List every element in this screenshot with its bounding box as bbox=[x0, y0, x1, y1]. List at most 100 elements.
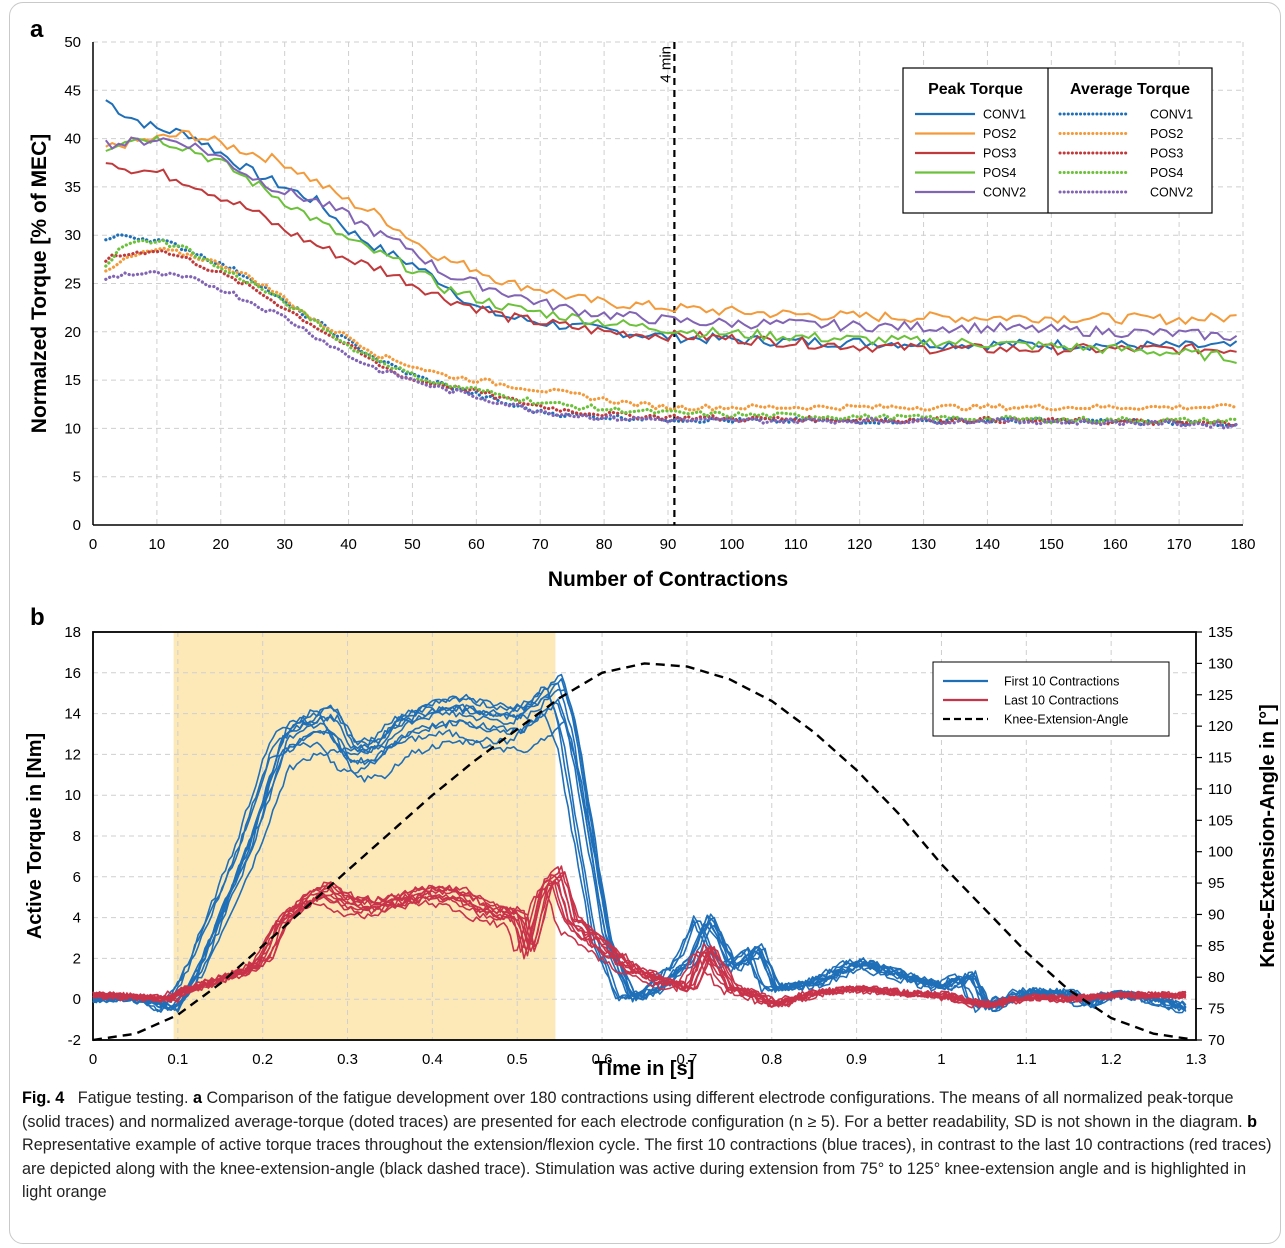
legend-label-average-pos4: POS4 bbox=[1150, 166, 1183, 180]
series-peak-torque-pos2 bbox=[105, 129, 1237, 326]
x-tick-label: 170 bbox=[1167, 536, 1192, 553]
y2-tick-label: 95 bbox=[1208, 875, 1225, 892]
y-tick-label: 18 bbox=[64, 624, 81, 641]
y-tick-label: 4 bbox=[73, 910, 81, 927]
y-tick-label: 2 bbox=[73, 950, 81, 967]
x-tick-label: 180 bbox=[1230, 536, 1255, 553]
y2-tick-label: 90 bbox=[1208, 906, 1225, 923]
series-last-10-contractions-trace bbox=[92, 865, 1187, 1008]
x-tick-label: 60 bbox=[468, 536, 485, 553]
y-tick-label: 40 bbox=[64, 131, 81, 148]
x-tick-label: 160 bbox=[1103, 536, 1128, 553]
x-tick-label: 1.1 bbox=[1016, 1051, 1037, 1068]
y2-tick-label: 135 bbox=[1208, 624, 1233, 641]
x-tick-label: 110 bbox=[784, 536, 808, 553]
x-tick-label: 1.2 bbox=[1101, 1051, 1122, 1068]
y-tick-label: 25 bbox=[64, 276, 81, 293]
x-tick-label: 130 bbox=[911, 536, 936, 553]
x-tick-label: 10 bbox=[149, 536, 166, 553]
series-average-torque-pos2 bbox=[104, 246, 1239, 412]
x-tick-label: 80 bbox=[596, 536, 613, 553]
panel-a-letter: a bbox=[30, 16, 44, 43]
series-average-torque-conv1 bbox=[104, 232, 1239, 428]
x-axis-title: Number of Contractions bbox=[548, 568, 788, 591]
x-tick-label: 0.3 bbox=[337, 1051, 358, 1068]
plot-frame bbox=[92, 631, 1197, 1041]
y-tick-label: 45 bbox=[64, 82, 81, 99]
y-tick-label: 30 bbox=[64, 227, 81, 244]
x-tick-label: 140 bbox=[975, 536, 1000, 553]
legend-label-knee-extension-angle: Knee-Extension-Angle bbox=[1004, 713, 1128, 727]
figure-frame bbox=[9, 2, 1281, 1244]
x-tick-label: 50 bbox=[404, 536, 421, 553]
x-tick-label: 0.7 bbox=[676, 1051, 697, 1068]
panel-b-letter: b bbox=[30, 604, 45, 631]
caption-b-label: b bbox=[1247, 1112, 1257, 1131]
series-knee-extension-angle bbox=[92, 662, 1188, 1042]
x-tick-label: 30 bbox=[276, 536, 293, 553]
legend-average-header: Average Torque bbox=[1070, 81, 1190, 98]
series-peak-torque-conv2 bbox=[105, 136, 1238, 342]
y2-tick-label: 70 bbox=[1208, 1032, 1225, 1049]
legend-label-peak-conv1: CONV1 bbox=[983, 108, 1026, 122]
y-tick-label: 35 bbox=[64, 179, 81, 196]
caption-a-label: a bbox=[192, 1089, 202, 1107]
y2-tick-label: 75 bbox=[1208, 1001, 1225, 1018]
series-average-torque-pos3 bbox=[104, 248, 1239, 429]
x-tick-label: 0 bbox=[89, 1051, 97, 1068]
x-tick-label: 20 bbox=[212, 536, 229, 553]
y2-tick-label: 115 bbox=[1208, 750, 1232, 767]
legend-label-average-conv1: CONV1 bbox=[1150, 108, 1193, 122]
y-axis-title: Normalzed Torque [% of MEC] bbox=[28, 134, 51, 433]
y2-tick-label: 80 bbox=[1208, 969, 1225, 986]
y-tick-label: 12 bbox=[64, 746, 81, 763]
x-tick-label: 0.9 bbox=[846, 1051, 867, 1068]
y-tick-label: 16 bbox=[64, 665, 81, 682]
y-tick-label: 14 bbox=[64, 706, 81, 723]
y-tick-label: 8 bbox=[73, 828, 81, 845]
y2-tick-label: 100 bbox=[1208, 844, 1233, 861]
y-tick-label: 10 bbox=[64, 420, 81, 437]
figure-caption: Fig. 4 Fatigue testing. a Comparison of … bbox=[22, 1087, 1272, 1205]
series-last-10-contractions-trace bbox=[92, 871, 1187, 1008]
y-tick-label: 6 bbox=[73, 869, 81, 886]
y-tick-label: 50 bbox=[64, 34, 81, 51]
caption-fig-label: Fig. 4 bbox=[22, 1089, 65, 1107]
y2-tick-label: 85 bbox=[1208, 938, 1225, 955]
y-tick-label: 0 bbox=[73, 517, 81, 534]
legend-label-peak-pos3: POS3 bbox=[983, 147, 1016, 161]
legend-peak-header: Peak Torque bbox=[928, 81, 1023, 98]
y2-tick-label: 120 bbox=[1208, 718, 1233, 735]
x-tick-label: 1 bbox=[937, 1051, 945, 1068]
x-tick-label: 0.4 bbox=[422, 1051, 443, 1068]
y2-tick-label: 105 bbox=[1208, 812, 1233, 829]
legend-label-average-conv2: CONV2 bbox=[1150, 186, 1193, 200]
x-tick-label: 40 bbox=[340, 536, 357, 553]
y-tick-label: 20 bbox=[64, 324, 81, 341]
legend-label-peak-conv2: CONV2 bbox=[983, 186, 1026, 200]
legend-label-average-pos2: POS2 bbox=[1150, 127, 1183, 141]
x-tick-label: 0.1 bbox=[167, 1051, 188, 1068]
legend-label-last-10-contractions: Last 10 Contractions bbox=[1004, 694, 1119, 708]
y-axis-title: Active Torque in [Nm] bbox=[24, 733, 46, 939]
x-tick-label: 70 bbox=[532, 536, 549, 553]
x-tick-label: 0.6 bbox=[592, 1051, 613, 1068]
series-average-torque-conv2 bbox=[104, 270, 1239, 430]
x-tick-label: 90 bbox=[660, 536, 677, 553]
x-tick-label: 0 bbox=[89, 536, 97, 553]
legend-box bbox=[902, 67, 1213, 214]
four-min-label: 4 min bbox=[657, 46, 674, 83]
x-tick-label: 0.8 bbox=[761, 1051, 782, 1068]
panel-b-chart: 0 0.1 0.2 0.3 0.4 0.5 0.6 0.7 0.8 0.9 1 1.1 1.2 1.3 -2… bbox=[24, 624, 1279, 1080]
y-tick-label: 5 bbox=[73, 469, 81, 486]
x-tick-label: 150 bbox=[1039, 536, 1064, 553]
legend-label-average-pos3: POS3 bbox=[1150, 147, 1183, 161]
y-tick-label: 15 bbox=[64, 372, 81, 389]
x-tick-label: 120 bbox=[847, 536, 872, 553]
legend-label-first-10-contractions: First 10 Contractions bbox=[1004, 675, 1119, 689]
panel-a-chart: 0 10 20 30 40 50 60 70 80 90 100 110 120 130 140 150 160… bbox=[28, 34, 1256, 591]
series-first-10-contractions-trace bbox=[92, 688, 1187, 1013]
y-tick-label: 0 bbox=[73, 991, 81, 1008]
legend-label-peak-pos4: POS4 bbox=[983, 166, 1016, 180]
